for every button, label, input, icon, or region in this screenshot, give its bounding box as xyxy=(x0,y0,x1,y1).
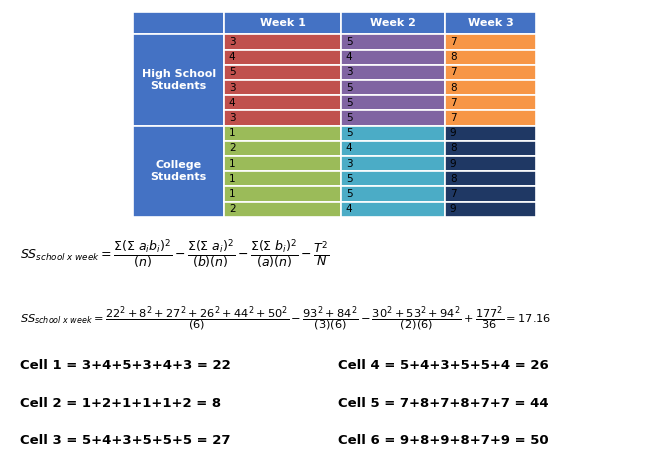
Text: Cell 2 = 1+2+1+1+1+2 = 8: Cell 2 = 1+2+1+1+1+2 = 8 xyxy=(20,397,220,410)
Text: $SS_{school\ x\ week} = \dfrac{22^2 + 8^2 + 27^2 + 26^2 + 44^2 + 50^2}{(6)} - \d: $SS_{school\ x\ week} = \dfrac{22^2 + 8^… xyxy=(20,305,551,334)
Text: 5: 5 xyxy=(346,128,352,138)
Text: 7: 7 xyxy=(450,189,456,199)
Text: 9: 9 xyxy=(450,128,456,138)
Text: 3: 3 xyxy=(229,113,235,123)
Text: 5: 5 xyxy=(346,113,352,123)
Text: 5: 5 xyxy=(229,68,235,77)
Text: 4: 4 xyxy=(229,98,235,108)
Text: $SS_{school\ x\ week} = \dfrac{\Sigma(\Sigma\ a_i b_i)^2}{(n)} - \dfrac{\Sigma(\: $SS_{school\ x\ week} = \dfrac{\Sigma(\S… xyxy=(20,237,330,271)
Text: 9: 9 xyxy=(450,204,456,214)
Text: 8: 8 xyxy=(450,174,456,184)
Text: 3: 3 xyxy=(229,82,235,93)
Text: College
Students: College Students xyxy=(151,160,207,182)
Text: Cell 3 = 5+4+3+5+5+5 = 27: Cell 3 = 5+4+3+5+5+5 = 27 xyxy=(20,434,230,447)
Text: 5: 5 xyxy=(346,37,352,47)
Text: 4: 4 xyxy=(346,204,352,214)
Text: 9: 9 xyxy=(450,158,456,169)
Text: Cell 5 = 7+8+7+8+7+7 = 44: Cell 5 = 7+8+7+8+7+7 = 44 xyxy=(338,397,549,410)
Text: 8: 8 xyxy=(450,82,456,93)
Text: 7: 7 xyxy=(450,37,456,47)
Text: 7: 7 xyxy=(450,68,456,77)
Text: 4: 4 xyxy=(346,144,352,153)
Text: 1: 1 xyxy=(229,174,235,184)
Text: Week 1: Week 1 xyxy=(260,18,306,28)
Text: 5: 5 xyxy=(346,82,352,93)
Text: 3: 3 xyxy=(346,68,352,77)
Text: Week 2: Week 2 xyxy=(370,18,416,28)
Text: 8: 8 xyxy=(450,144,456,153)
Text: 8: 8 xyxy=(450,52,456,62)
Text: Cell 4 = 5+4+3+5+5+4 = 26: Cell 4 = 5+4+3+5+5+4 = 26 xyxy=(338,359,549,372)
Text: Cell 1 = 3+4+5+3+4+3 = 22: Cell 1 = 3+4+5+3+4+3 = 22 xyxy=(20,359,230,372)
Text: 2: 2 xyxy=(229,144,235,153)
Text: 3: 3 xyxy=(346,158,352,169)
Text: 3: 3 xyxy=(229,37,235,47)
Text: Week 3: Week 3 xyxy=(468,18,514,28)
Text: 4: 4 xyxy=(346,52,352,62)
Text: 1: 1 xyxy=(229,189,235,199)
Text: 1: 1 xyxy=(229,128,235,138)
Text: 2: 2 xyxy=(229,204,235,214)
Text: 7: 7 xyxy=(450,113,456,123)
Text: 1: 1 xyxy=(229,158,235,169)
Text: 7: 7 xyxy=(450,98,456,108)
Text: Cell 6 = 9+8+9+8+7+9 = 50: Cell 6 = 9+8+9+8+7+9 = 50 xyxy=(338,434,549,447)
Text: 4: 4 xyxy=(229,52,235,62)
Text: 5: 5 xyxy=(346,189,352,199)
Text: 5: 5 xyxy=(346,174,352,184)
Text: 5: 5 xyxy=(346,98,352,108)
Text: High School
Students: High School Students xyxy=(142,69,216,91)
